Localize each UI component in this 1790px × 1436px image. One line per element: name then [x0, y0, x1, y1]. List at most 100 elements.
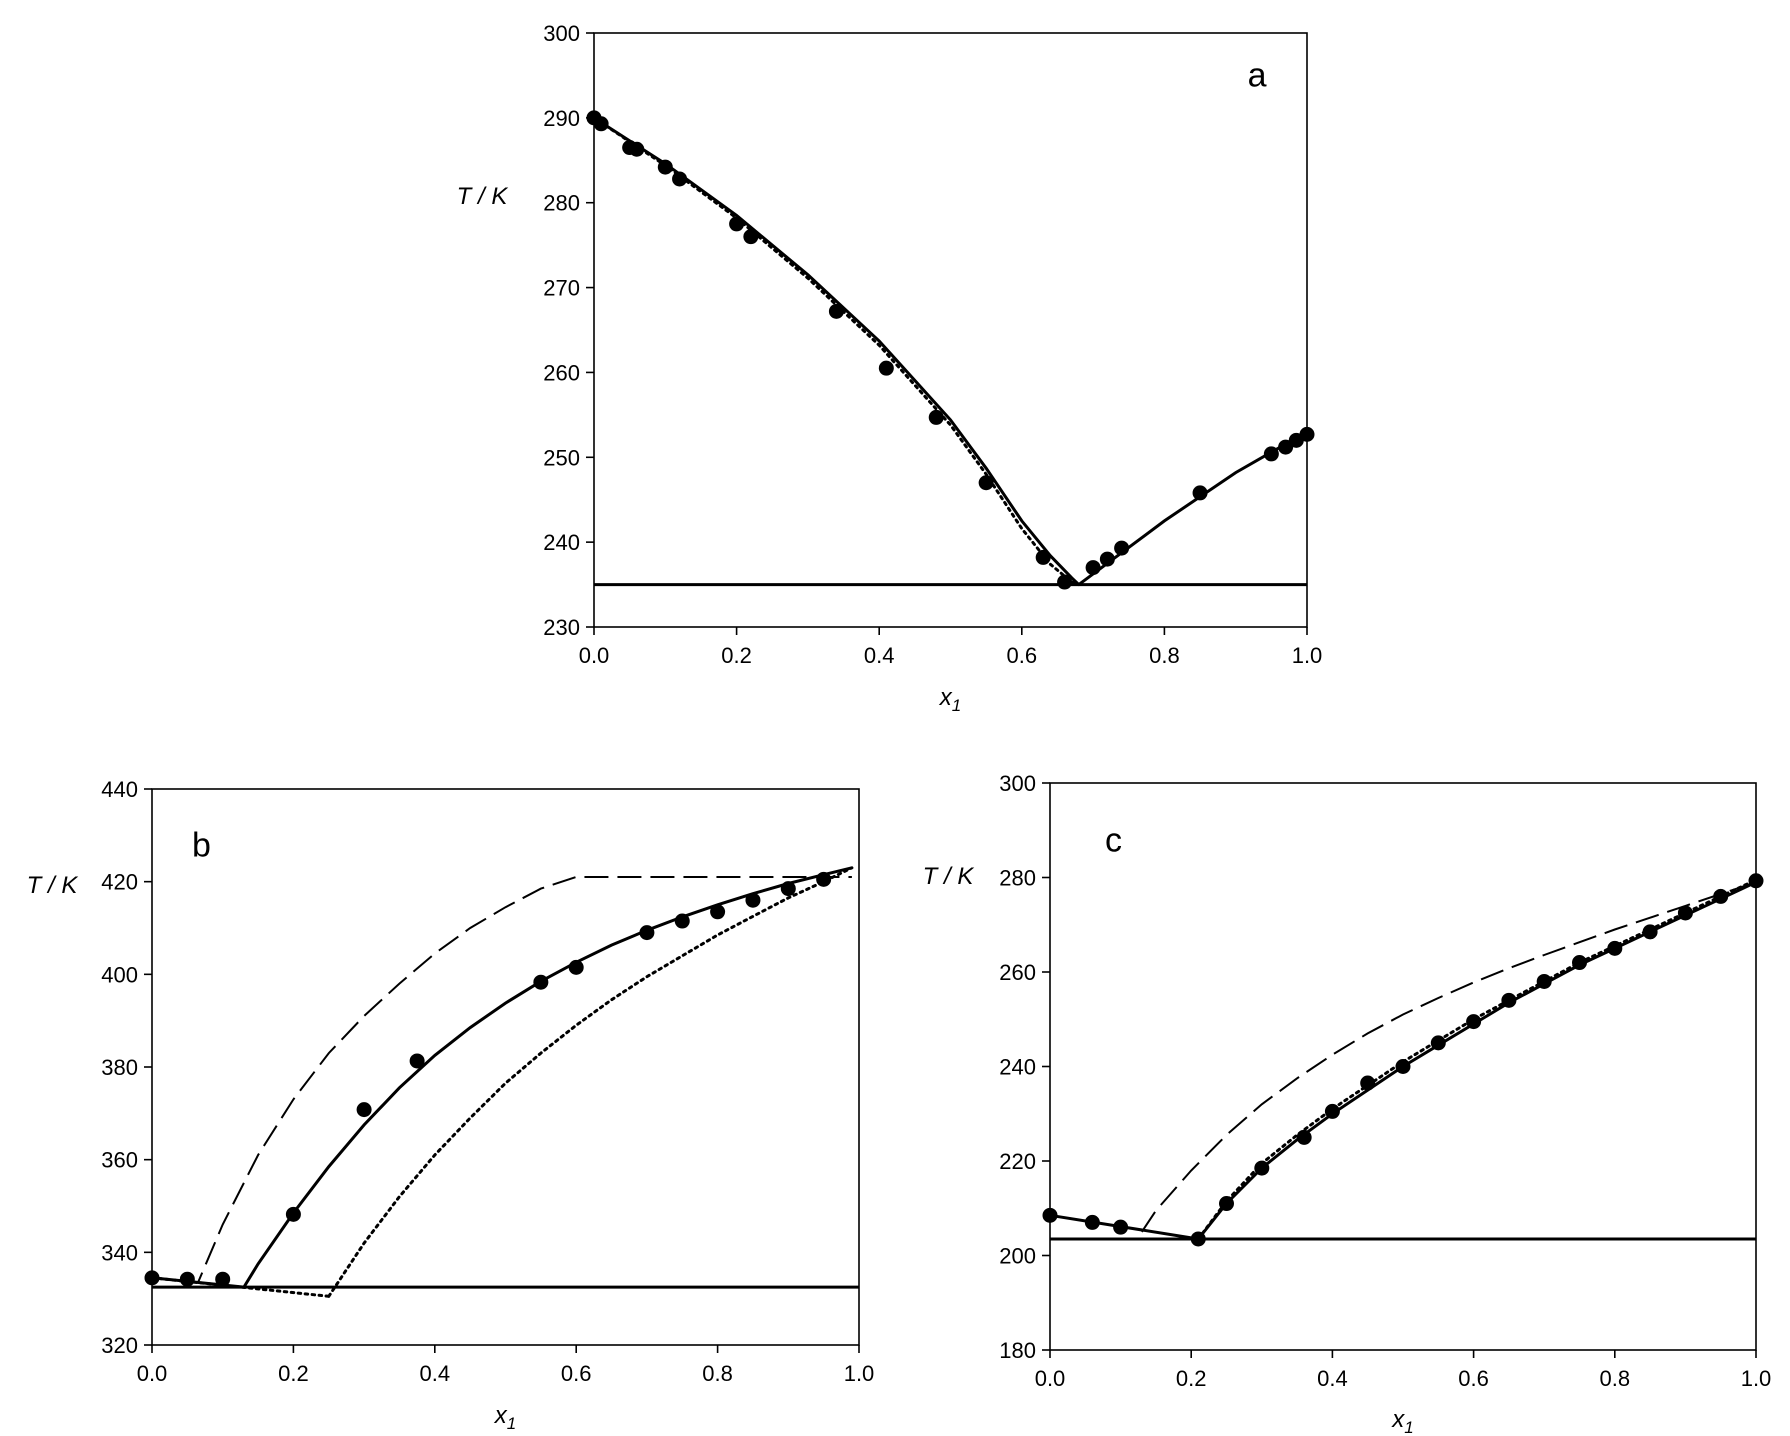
data-point [1642, 924, 1658, 940]
data-point [1084, 1214, 1100, 1230]
data-point [1713, 888, 1729, 904]
series-line-dotted [1196, 878, 1758, 1241]
x-axis-label: x1 [1391, 1406, 1413, 1436]
panel-a: 0.0 0.2 0.4 0.6 0.8 1.0 230 240 250 260 270 280 290 3… [457, 21, 1323, 715]
y-tick-label: 260 [543, 360, 580, 385]
y-tick-label: 340 [101, 1240, 138, 1265]
data-point [1748, 873, 1764, 889]
panel-label-a: a [1248, 57, 1267, 95]
y-tick-label: 360 [101, 1148, 138, 1173]
y-tick-label: 260 [999, 960, 1036, 985]
x-tick-label: 0.8 [702, 1361, 733, 1386]
y-tick-label: 200 [999, 1244, 1036, 1269]
x-tick-label: 0.2 [1176, 1366, 1207, 1391]
x-tick-label: 0.4 [1317, 1366, 1348, 1391]
data-point [1278, 439, 1294, 455]
data-point [1501, 992, 1517, 1008]
data-point [639, 925, 655, 941]
data-point [878, 360, 894, 376]
data-point [1085, 560, 1101, 576]
data-point [978, 475, 994, 491]
data-point [1299, 426, 1315, 442]
panel-b: 0.0 0.2 0.4 0.6 0.8 1.0 320 340 360 380 400 420 440 T… [27, 777, 875, 1433]
data-point [710, 904, 726, 920]
x-tick-label: 1.0 [1292, 643, 1323, 668]
data-point [1114, 540, 1130, 556]
data-point [1263, 446, 1279, 462]
y-tick-label: 320 [101, 1333, 138, 1358]
x-tick-label: 0.6 [1007, 643, 1038, 668]
y-tick-label: 400 [101, 962, 138, 987]
x-axis-label: x1 [939, 684, 961, 715]
x-tick-label: 0.2 [721, 643, 752, 668]
data-point [1572, 955, 1587, 971]
series-line-solid [1197, 880, 1757, 1240]
y-tick-label: 180 [999, 1338, 1036, 1363]
data-point [1254, 1160, 1270, 1176]
x-tick-label: 1.0 [1741, 1366, 1772, 1391]
series-line-dotted [327, 866, 854, 1298]
y-tick-label: 280 [543, 191, 580, 216]
data-point [1099, 551, 1115, 567]
series-line-dotted [592, 116, 1081, 587]
data-point [1430, 1035, 1446, 1051]
data-point [1677, 905, 1693, 921]
x-tick-label: 0.8 [1149, 643, 1180, 668]
data-point [285, 1206, 301, 1222]
data-point [629, 141, 645, 157]
data-point [1395, 1059, 1411, 1074]
plot-frame-a [593, 32, 1308, 628]
series-line-dashed [1140, 881, 1757, 1233]
y-tick-label: 240 [999, 1055, 1036, 1080]
data-point [593, 116, 609, 132]
x-tick-label: 0.8 [1600, 1366, 1631, 1391]
data-point [743, 229, 759, 245]
y-tick-label: 300 [999, 771, 1036, 796]
data-point [1219, 1196, 1234, 1212]
y-tick-label: 270 [543, 276, 580, 301]
x-tick-label: 0.0 [1035, 1366, 1066, 1391]
series-line-solid [242, 866, 853, 1288]
y-tick-label: 290 [543, 106, 580, 131]
data-point [1113, 1219, 1129, 1235]
data-point [928, 409, 944, 425]
data-point [780, 881, 796, 897]
panel-label-c: c [1105, 822, 1122, 860]
data-point [533, 974, 549, 990]
series-line-dashed [151, 876, 852, 1284]
x-tick-label: 1.0 [844, 1361, 875, 1386]
data-point [816, 871, 832, 887]
y-axis-label: T / K [457, 183, 509, 210]
data-point [1296, 1129, 1312, 1145]
data-point [674, 913, 690, 929]
x-tick-label: 0.0 [579, 643, 610, 668]
x-tick-label: 0.0 [137, 1361, 168, 1386]
y-tick-label: 440 [101, 777, 138, 802]
panel-label-b: b [192, 827, 211, 865]
data-point [828, 303, 844, 319]
x-tick-label: 0.6 [561, 1361, 592, 1386]
series-line-solid [593, 116, 1080, 586]
data-point [1190, 1231, 1206, 1247]
data-point [1536, 973, 1552, 989]
y-tick-label: 220 [999, 1149, 1036, 1174]
data-point [568, 959, 584, 975]
x-axis-label: x1 [494, 1402, 516, 1433]
data-point [657, 159, 673, 175]
data-point [1042, 1207, 1058, 1223]
data-point [729, 216, 745, 232]
y-axis-label: T / K [27, 872, 79, 899]
data-point [1324, 1103, 1340, 1119]
x-tick-label: 0.4 [420, 1361, 451, 1386]
data-point [1360, 1075, 1376, 1091]
x-tick-label: 0.4 [864, 643, 895, 668]
data-point [1192, 485, 1208, 501]
data-point [409, 1053, 425, 1069]
data-point [745, 892, 761, 908]
data-point [1607, 940, 1623, 956]
y-tick-label: 300 [543, 21, 580, 46]
data-point [179, 1271, 195, 1287]
y-tick-label: 240 [543, 530, 580, 555]
x-tick-label: 0.2 [278, 1361, 309, 1386]
